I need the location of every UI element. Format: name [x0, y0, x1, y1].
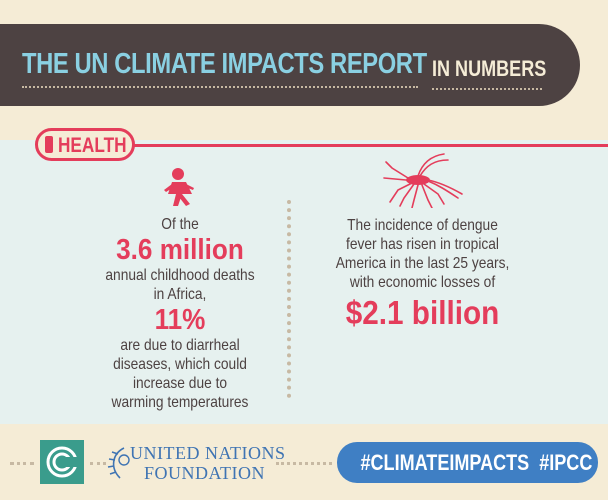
- stat-text: are due to diarrheal: [120, 337, 240, 354]
- stat-text: The incidence of dengue: [347, 217, 498, 234]
- un-laurel-icon: [107, 447, 130, 479]
- header-dotted-line-left: [22, 86, 418, 88]
- running-child-icon: [164, 168, 194, 206]
- content-panel: [0, 140, 608, 424]
- stat-text: in Africa,: [153, 286, 207, 303]
- stat-highlight-billion: $2.1 billion: [345, 294, 500, 331]
- stat-highlight-million: 3.6 million: [116, 234, 244, 266]
- report-title: THE UN CLIMATE IMPACTS REPORT: [22, 48, 427, 80]
- header-dotted-line-right: [432, 88, 542, 90]
- column-divider: [287, 200, 291, 398]
- stat-text: warming temperatures: [111, 394, 249, 411]
- stat-text: annual childhood deaths: [105, 267, 255, 284]
- stat-text: increase due to: [132, 375, 228, 392]
- footer-dotted-line-mid: [90, 462, 106, 465]
- stat-text: fever has risen in tropical: [346, 236, 499, 253]
- stat-highlight-percent: 11%: [154, 304, 206, 336]
- section-label-pill: HEALTH: [35, 128, 135, 161]
- mosquito-icon: [383, 153, 463, 208]
- childhood-deaths-stat: Of the 3.6 million annual childhood deat…: [60, 215, 300, 412]
- un-foundation-logo: UNITED NATIONS FOUNDATION: [130, 443, 285, 483]
- stat-text: America in the last 25 years,: [335, 255, 510, 272]
- hashtags: #CLIMATEIMPACTS #IPCC: [360, 450, 593, 475]
- climate-logo-mark-icon: [46, 446, 78, 478]
- header-banner: THE UN CLIMATE IMPACTS REPORT IN NUMBERS: [0, 24, 580, 106]
- stat-text: with economic losses of: [349, 274, 496, 291]
- dengue-stat: The incidence of dengue fever has risen …: [300, 216, 545, 332]
- climate-logo-icon: [40, 440, 84, 484]
- stat-text: diseases, which could: [113, 356, 247, 373]
- pill-bar-icon: [45, 136, 53, 153]
- hashtag-banner: #CLIMATEIMPACTS #IPCC: [337, 442, 598, 483]
- section-divider-line: [120, 144, 608, 147]
- footer-dotted-line-right: [276, 462, 332, 465]
- stat-text: Of the: [161, 216, 199, 233]
- org-name-line1: UNITED NATIONS: [130, 443, 286, 463]
- org-name-line2: FOUNDATION: [144, 463, 265, 483]
- section-label: HEALTH: [58, 134, 127, 157]
- report-subtitle: IN NUMBERS: [432, 56, 547, 81]
- footer-dotted-line-left: [10, 462, 34, 465]
